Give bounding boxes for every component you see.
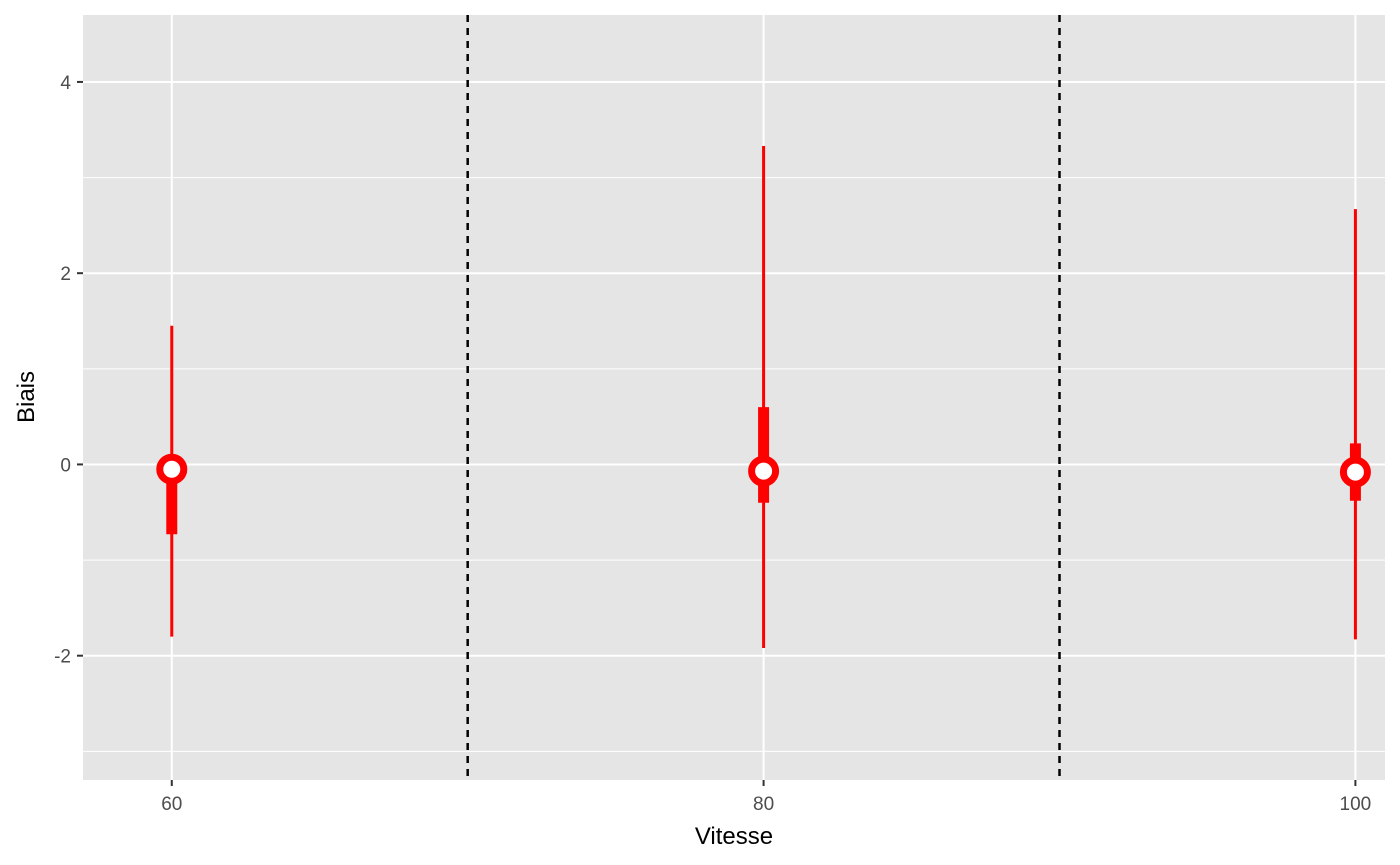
x-axis-title: Vitesse — [695, 823, 773, 850]
reference-lines — [466, 15, 1061, 780]
y-tick-label: 4 — [60, 73, 71, 94]
x-tick-label: 60 — [161, 794, 182, 815]
plot-panel — [83, 15, 1385, 780]
pointrange-series — [156, 146, 1371, 649]
estimate-point — [748, 455, 780, 487]
x-tick-label: 80 — [753, 794, 774, 815]
y-tick-label: -2 — [54, 647, 71, 668]
y-tick-label: 0 — [60, 455, 71, 476]
x-tick-label: 100 — [1340, 794, 1372, 815]
estimate-point — [156, 453, 188, 485]
y-axis-title: Biais — [13, 371, 40, 423]
estimate-point — [1339, 456, 1371, 488]
y-tick-label: 2 — [60, 264, 71, 285]
minor-gridlines — [83, 177, 1385, 752]
axes: -2 0 2 4 60 80 100 — [54, 73, 1371, 815]
